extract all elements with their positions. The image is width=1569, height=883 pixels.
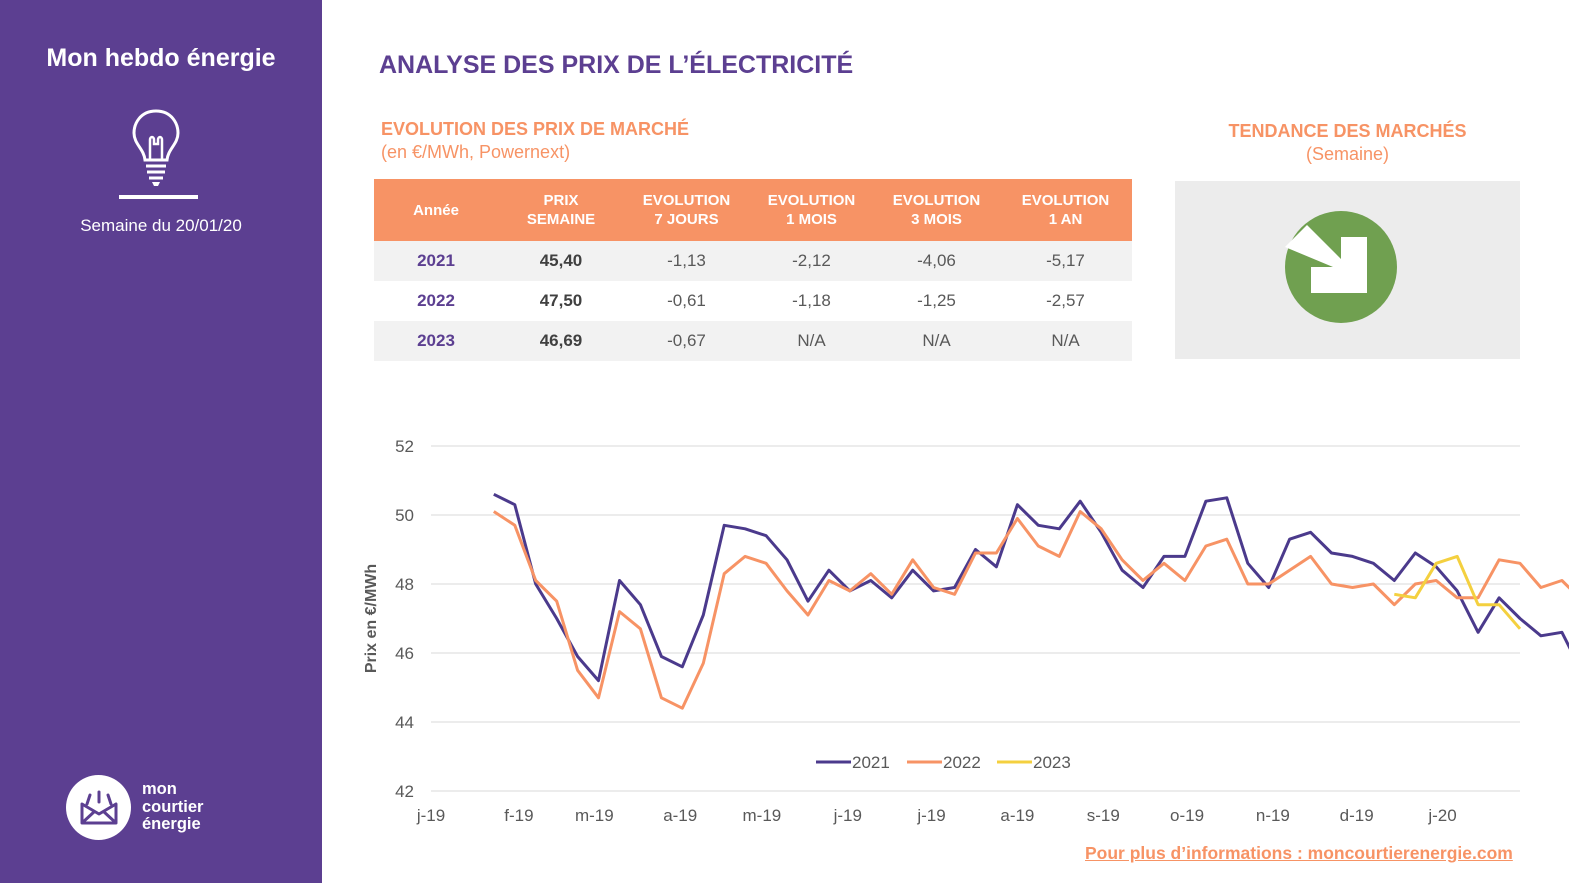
x-tick-label: j-19 [416,806,445,825]
x-tick-label: a-19 [663,806,697,825]
cell-evolution-3m: N/A [874,321,999,361]
x-tick-label: m-19 [743,806,782,825]
prices-section-title: EVOLUTION DES PRIX DE MARCHÉ [381,119,690,139]
prices-table: Année PRIX SEMAINE EVOLUTION 7 JOURS EVO… [374,179,1132,361]
x-tick-label: d-19 [1340,806,1374,825]
y-tick-label: 52 [395,437,414,456]
cell-price: 45,40 [498,241,624,281]
cell-year: 2021 [374,241,498,281]
series-line-2023 [1394,554,1522,630]
brand-logo[interactable]: mon courtier énergie [66,775,203,840]
trend-section-title: TENDANCE DES MARCHÉS [1228,121,1467,141]
legend-label-2021: 2021 [852,753,890,772]
y-axis-label: Prix en €/MWh [363,564,380,673]
cell-year: 2022 [417,291,455,310]
header-evolution-1y: EVOLUTION 1 AN [999,179,1132,241]
brand-line-2: courtier [142,797,204,816]
header-evolution-7d: EVOLUTION 7 JOURS [624,179,749,241]
table-row: 2021 45,40 -1,13 -2,12 -4,06 -5,17 [374,241,1132,281]
cell-evolution-3m: -4,06 [874,241,999,281]
cell-evolution-1m: -1,18 [792,291,831,310]
x-tick-label: s-19 [1087,806,1120,825]
more-info-link[interactable]: Pour plus d’informations : moncourtieren… [1085,843,1513,863]
legend-label-2022: 2022 [943,753,981,772]
arrow-down-right-icon [1285,211,1397,323]
page-title: ANALYSE DES PRIX DE L’ÉLECTRICITÉ [379,51,854,79]
x-tick-label: o-19 [1170,806,1204,825]
header-evolution-3m: EVOLUTION 3 MOIS [874,179,999,241]
x-tick-label: n-19 [1256,806,1290,825]
cell-evolution-1m: N/A [749,321,874,361]
x-tick-label: m-19 [575,806,614,825]
y-tick-label: 50 [395,506,414,525]
brand-line-1: mon [142,780,177,799]
table-row: 2023 46,69 -0,67 N/A N/A N/A [374,321,1132,361]
brand-name: mon courtier énergie [142,781,203,834]
y-tick-label: 48 [395,575,414,594]
x-tick-label: j-20 [1427,806,1456,825]
y-tick-label: 46 [395,644,414,663]
cell-evolution-7d: -0,67 [624,321,749,361]
chart-canvas: 42 44 46 48 50 52 j-19 f-19 m-19 a-19 m-19 j-19 j-19… [363,437,1569,825]
table-row: 2022 47,50 -0,61 -1,18 -1,25 -2,57 [374,281,1132,321]
series-line-2022 [492,510,1569,710]
header-year: Année [374,179,498,241]
x-tick-label: f-19 [504,806,533,825]
brand-line-3: énergie [142,815,201,834]
cell-year: 2023 [374,321,498,361]
cell-evolution-7d: -1,13 [624,241,749,281]
x-tick-label: a-19 [1000,806,1034,825]
y-tick-label: 42 [395,782,414,801]
week-label: Semaine du 20/01/20 [80,216,242,235]
series-line-2021 [493,492,1569,683]
legend-label-2023: 2023 [1033,753,1071,772]
y-tick-label: 44 [395,713,414,732]
prices-section-subtitle: (en €/MWh, Powernext) [381,142,571,162]
sidebar: Mon hebdo énergie Semaine du 20/01/20 mo… [0,0,322,883]
cell-evolution-1y: -5,17 [999,241,1132,281]
header-evolution-1m: EVOLUTION 1 MOIS [749,179,874,241]
sidebar-divider [119,195,198,199]
envelope-crown-icon [66,775,131,840]
lightbulb-icon [132,109,180,186]
cell-price: 46,69 [498,321,624,361]
cell-price: 47,50 [539,291,583,310]
cell-evolution-3m: -1,25 [917,291,956,310]
table-header-row: Année PRIX SEMAINE EVOLUTION 7 JOURS EVO… [374,179,1132,241]
cell-evolution-1y: N/A [999,321,1132,361]
header-week-price: PRIX SEMAINE [498,179,624,241]
cell-evolution-1y: -2,57 [1046,291,1085,310]
cell-evolution-7d: -0,61 [667,291,706,310]
trend-section-subtitle: (Semaine) [1305,144,1390,164]
trend-panel [1175,181,1520,359]
x-tick-label: j-19 [833,806,862,825]
x-tick-label: j-19 [916,806,945,825]
cell-evolution-1m: -2,12 [749,241,874,281]
price-line-chart: 42 44 46 48 50 52 j-19 f-19 m-19 a-19 m-19 j-19 j-19… [330,425,1569,835]
app-title: Mon hebdo énergie [46,44,276,72]
